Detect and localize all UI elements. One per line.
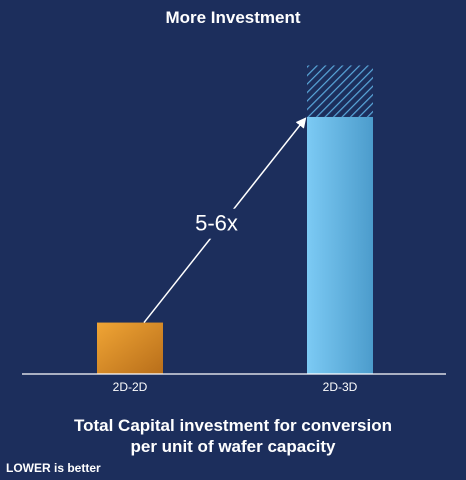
bar-2d-3d-range [307, 65, 373, 117]
footnote: LOWER is better [6, 461, 101, 475]
annotation-background [184, 208, 249, 239]
caption-line-2: per unit of wafer capacity [130, 437, 336, 456]
annotation-ratio: 5-6x [195, 211, 238, 236]
chart-title: More Investment [165, 8, 301, 27]
tick-label-2d-2d: 2D-2D [113, 380, 148, 394]
bar-2d-3d [307, 116, 373, 374]
bar-2d-2d [97, 322, 163, 374]
tick-label-2d-3d: 2D-3D [323, 380, 358, 394]
chart-caption: Total Capital investment for conversion … [0, 415, 466, 457]
caption-line-1: Total Capital investment for conversion [73, 416, 393, 435]
